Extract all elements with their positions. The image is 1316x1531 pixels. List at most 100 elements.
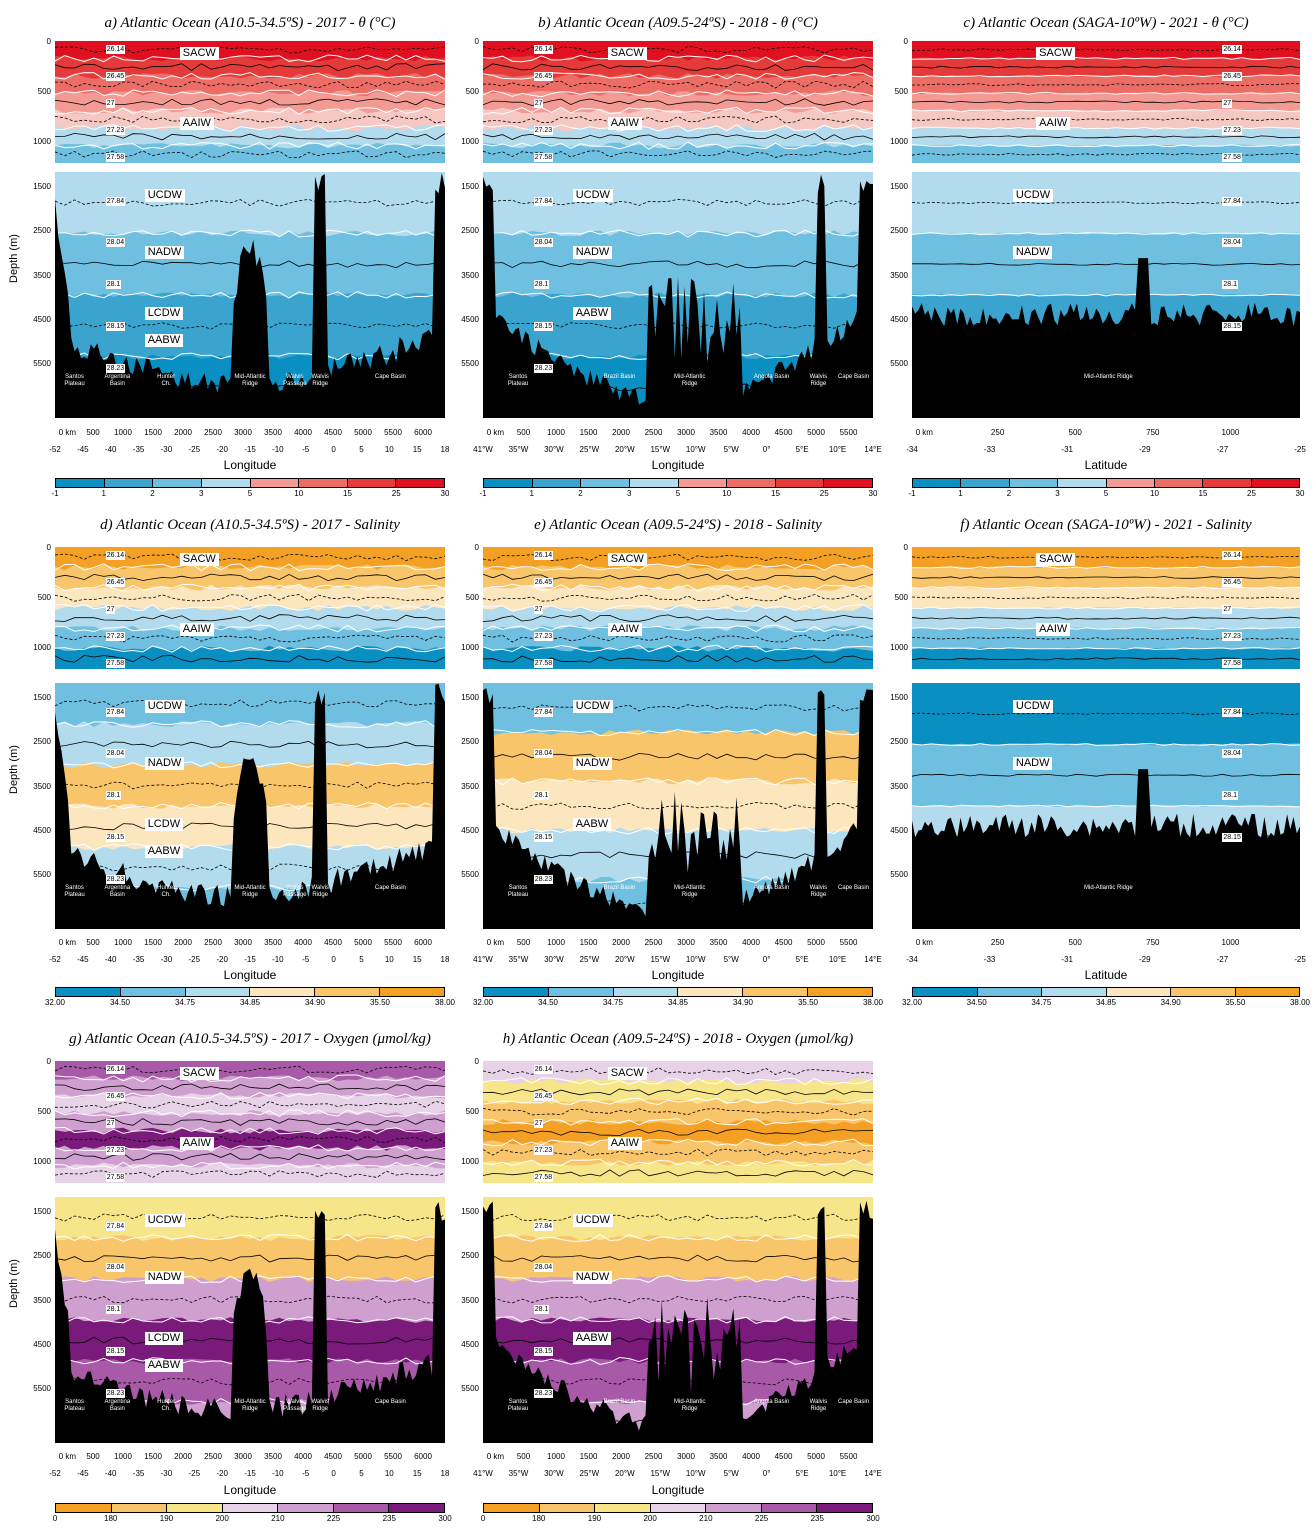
colorbar-tick-label: 1: [101, 489, 106, 498]
longitude-tick-label: -35: [132, 1469, 145, 1478]
water-mass-label: NADW: [572, 756, 613, 770]
longitude-tick-label: 14°E: [864, 1469, 882, 1478]
colorbar-swatch: [539, 1504, 596, 1512]
topography-label: Cape Basin: [374, 884, 406, 891]
colorbar-swatch: [1042, 988, 1107, 996]
upper-section-plot-h: SACW AAIW 26.14 26.45 27 27.23 27.58: [483, 1061, 873, 1183]
topography-label: Santos Plateau: [64, 1398, 85, 1412]
water-mass-label: NADW: [1012, 756, 1053, 770]
colorbar-tick-label: 5: [675, 489, 681, 498]
depth-tick-label: 3500: [890, 270, 908, 280]
contour-line: [483, 826, 873, 835]
colorbar-tick-label: 30: [868, 489, 878, 498]
colorbar-swatch: [389, 1504, 445, 1512]
longitude-tick-label: -45: [77, 955, 89, 964]
distance-tick-label: 1000: [547, 1452, 565, 1461]
longitude-tick-label: -34: [906, 445, 918, 454]
distance-tick-label: 500: [516, 938, 531, 947]
distance-tick-label: 4500: [324, 1452, 342, 1461]
depth-tick-label: 0: [903, 37, 908, 46]
longitude-tick-label: -52: [49, 445, 61, 454]
contour-line: [55, 106, 445, 115]
colorbar-tick-label: 190: [159, 1514, 174, 1523]
colorbar-tick-label: 3: [1055, 489, 1060, 498]
distance-tick-label: 0: [58, 1452, 64, 1461]
depth-tick-label: 500: [37, 1107, 51, 1117]
y-axis-title: Depth (m): [8, 1258, 20, 1308]
longitude-tick-label: -40: [104, 445, 117, 454]
longitude-tick-label: 30°W: [544, 955, 564, 964]
topography-label: Hunter Ch.: [157, 373, 176, 387]
longitude-tick-label: 25°W: [579, 445, 600, 454]
seafloor-bathymetry: [912, 769, 1300, 929]
distance-tick-label: 1000: [547, 428, 565, 437]
contour-line: [483, 1077, 873, 1086]
topography-label: Mid-Atlantic Ridge: [1084, 373, 1133, 380]
contour-line: [55, 645, 445, 653]
distance-tick-label: 3000: [234, 428, 252, 437]
distance-tick-label: 0: [58, 938, 64, 947]
contour-line: [912, 586, 1300, 590]
water-mass-label: UCDW: [572, 1214, 613, 1228]
water-mass-label: UCDW: [144, 700, 185, 714]
upper-section-plot-c: SACW AAIW 26.14 26.45 27 27.23 27.58: [912, 41, 1300, 163]
colorbar-swatch: [222, 1504, 279, 1512]
longitude-tick-label: 0: [331, 445, 336, 454]
topography-label: Walvis Ridge: [311, 884, 329, 898]
longitude-tick-label: -10: [272, 955, 284, 964]
longitude-tick-label: -52: [49, 955, 61, 964]
distance-tick-label: 2000: [174, 938, 192, 947]
isopycnal-label: 28.1: [105, 280, 122, 290]
lower-section-plot-h: UCDW NADW AABW 27.84 28.04 28.1 28.15 28.23 Sant…: [483, 1197, 873, 1443]
longitude-tick-label: -5: [302, 955, 310, 964]
water-mass-label: SACW: [179, 47, 219, 60]
isopycnal-label: 27: [1222, 99, 1233, 108]
colorbar-swatch: [185, 988, 251, 996]
contour-line: [912, 576, 1300, 579]
distance-tick-label: 0: [58, 428, 64, 437]
depth-tick-label: 2500: [33, 226, 51, 236]
isopycnal-label: 28.04: [1222, 238, 1242, 248]
water-mass-label: AABW: [572, 818, 612, 832]
longitude-tick-label: 5°W: [723, 1469, 739, 1478]
isopycnal-label: 27: [533, 99, 544, 108]
colorbar-swatch: [333, 1504, 390, 1512]
contour-line: [483, 573, 873, 582]
distance-tick-label: 5000: [807, 1452, 825, 1461]
topography-label: Walvis Passage: [283, 373, 307, 387]
distance-tick-label: 500: [516, 1452, 531, 1461]
longitude-tick-label: -10: [272, 445, 284, 454]
colorbar-tick-label: 15: [343, 489, 352, 498]
longitude-tick-label: 25°W: [579, 955, 600, 964]
contour-line: [483, 624, 873, 633]
depth-tick-label: 1500: [890, 693, 908, 702]
distance-tick-label: km: [493, 938, 505, 947]
longitude-tick-label: 30°W: [544, 445, 564, 454]
longitude-tick-label: 41°W: [473, 955, 493, 964]
colorbar-tick-label: 2: [1006, 489, 1012, 498]
distance-tick-label: 3000: [234, 1452, 252, 1461]
isopycnal-label: 26.45: [105, 1092, 126, 1101]
contour-line: [483, 1158, 873, 1167]
colorbar-tick-label: 10: [722, 489, 732, 498]
colorbar-tick-label: 30: [1295, 489, 1305, 498]
distance-tick-label: km: [493, 428, 505, 437]
isopycnal-label: 27.84: [533, 707, 554, 717]
colorbar-tick-label: -1: [908, 489, 916, 498]
colorbar: [55, 478, 445, 488]
longitude-tick-label: -10: [272, 1469, 284, 1478]
panel-title-g: g) Atlantic Ocean (A10.5-34.5ºS) - 2017 …: [69, 1031, 431, 1047]
distance-tick-label: 2500: [644, 938, 663, 947]
colorbar-swatch: [56, 988, 121, 996]
isopycnal-label: 28.04: [105, 1263, 126, 1273]
distance-tick-label: km: [65, 428, 77, 437]
isopycnal-label: 28.15: [533, 833, 554, 843]
distance-tick-label: 4000: [294, 938, 312, 947]
longitude-tick-label: 5°E: [795, 1469, 809, 1478]
lower-section-plot-c: UCDW NADW 27.84 28.04 28.1 28.15 Mid-Atlantic …: [912, 172, 1300, 418]
topography-label: Walvis Passage: [283, 1398, 307, 1412]
longitude-tick-label: 20°W: [614, 955, 635, 964]
longitude-tick-label: 15°W: [650, 1469, 671, 1478]
distance-tick-label: 500: [86, 428, 100, 437]
isopycnal-label: 28.1: [1222, 791, 1239, 801]
